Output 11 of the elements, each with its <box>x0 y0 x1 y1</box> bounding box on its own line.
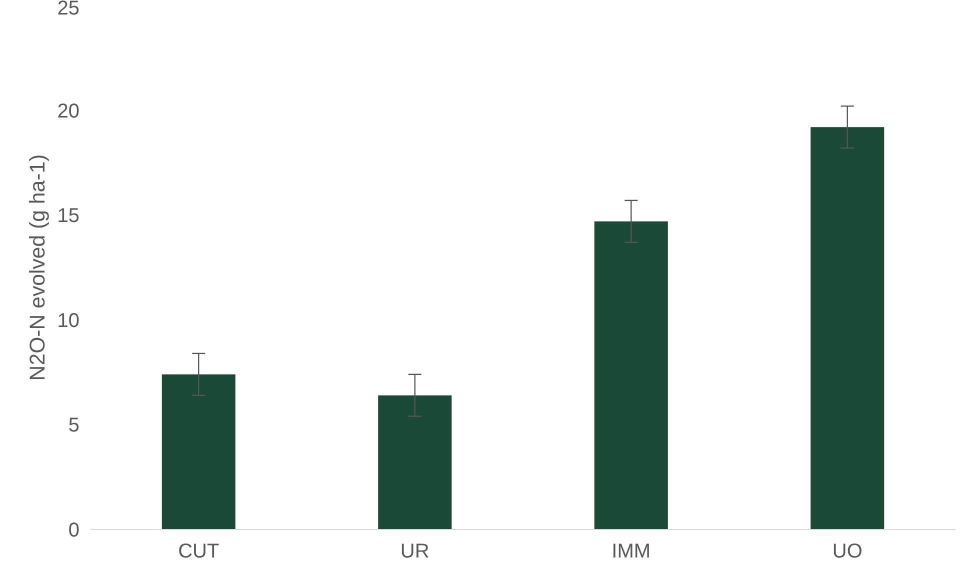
y-tick-label: 20 <box>57 100 80 122</box>
x-tick-label: IMM <box>612 540 651 562</box>
x-tick-label: CUT <box>178 540 220 562</box>
y-axis-title: N2O-N evolved (g ha-1) <box>25 154 50 381</box>
y-tick-label: 15 <box>57 205 80 228</box>
x-tick-label: UR <box>400 540 430 562</box>
y-tick-label: 25 <box>57 0 80 20</box>
y-tick-label: 10 <box>57 310 80 332</box>
y-tick-label: 5 <box>68 414 80 437</box>
x-tick-label: UO <box>832 540 862 562</box>
y-tick-label: 0 <box>68 520 80 542</box>
